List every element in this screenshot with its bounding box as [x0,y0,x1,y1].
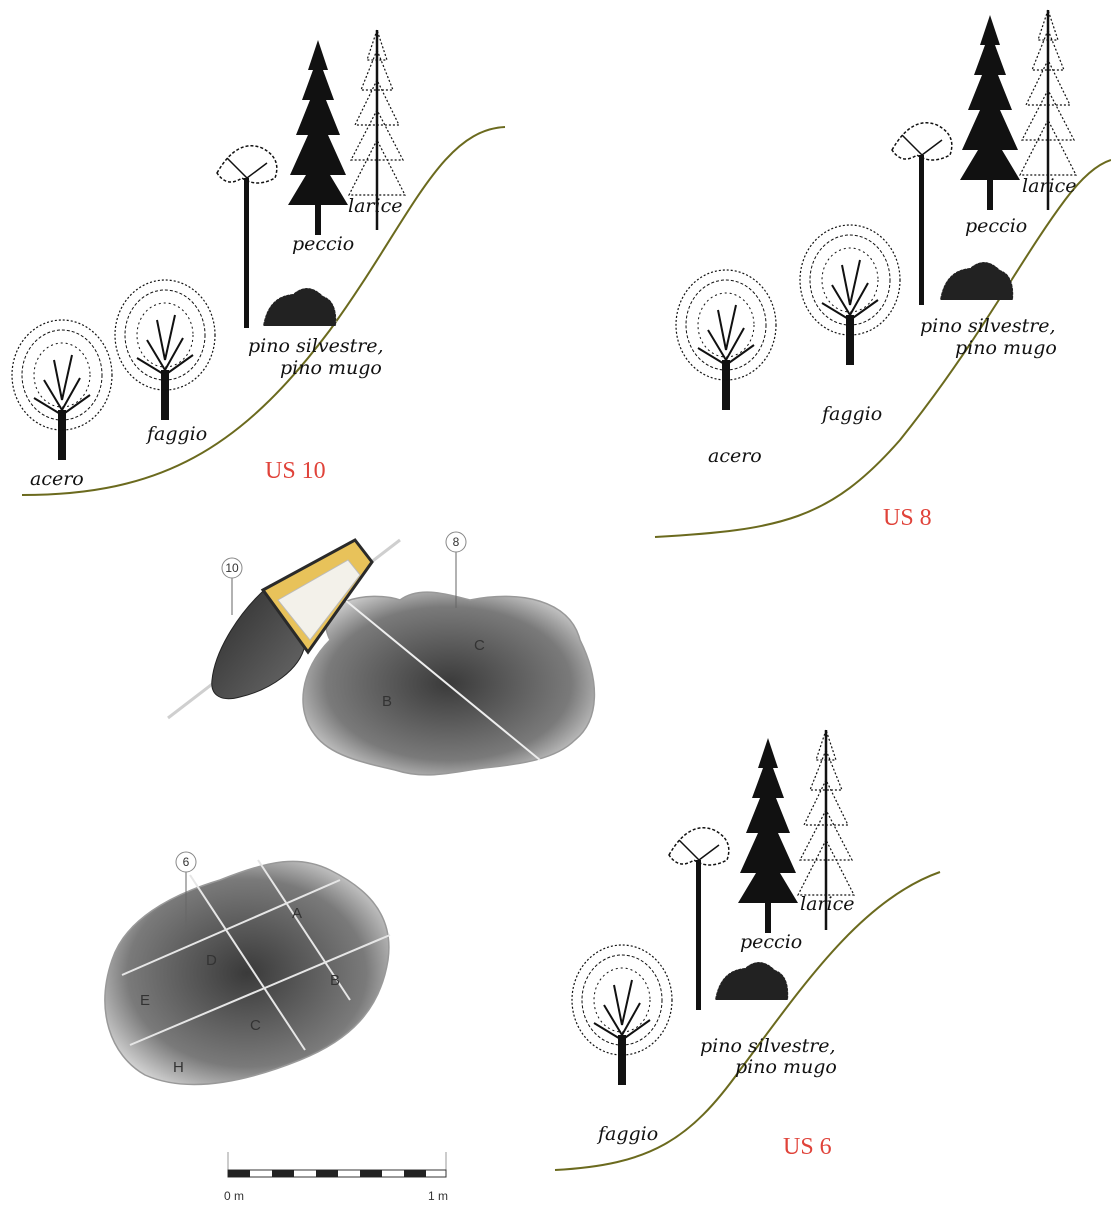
tree-pino-silvestre-icon [668,827,730,1011]
tag-6: 6 [183,855,190,869]
label-larice: larice [1022,175,1076,197]
tag-8: 8 [453,535,460,549]
tree-peccio-icon [288,40,348,235]
tag-10: 10 [225,561,239,575]
label-faggio: faggio [596,1123,658,1145]
sector-b: B [330,972,340,989]
label-pino-silvestre: pino silvestre, [920,315,1056,337]
label-peccio: peccio [740,931,802,953]
slope-line [21,126,506,496]
label-pino-silvestre: pino silvestre, [700,1035,836,1057]
tag-8-icon [445,531,467,553]
label-larice: larice [348,195,402,217]
us6-title: US 6 [783,1134,832,1160]
us10-title: US 10 [265,458,326,484]
label-peccio: peccio [292,233,354,255]
label-acero: acero [30,468,84,490]
sector-c: C [250,1017,261,1034]
sector-d: D [206,952,217,969]
shrub-pino-mugo-icon [262,287,337,327]
tree-faggio-icon [114,279,216,421]
sector-h: H [173,1059,184,1076]
sector-c: C [474,637,485,654]
label-pino-mugo: pino mugo [280,357,382,379]
label-pino-mugo: pino mugo [955,337,1057,359]
tree-faggio-icon [799,224,901,366]
label-pino-silvestre: pino silvestre, [248,335,384,357]
tag-10-icon [221,557,243,579]
label-acero: acero [708,445,762,467]
scale-bar: 0 m 1 m [224,1152,448,1203]
scale-end: 1 m [428,1189,448,1203]
panel-us8: acero faggio pino silvestre, pino mugo p… [654,8,1111,538]
sector-e: E [140,992,150,1009]
tree-acero-icon [675,269,777,411]
label-peccio: peccio [965,215,1027,237]
shrub-pino-mugo-icon [939,261,1014,301]
us8-title: US 8 [883,505,932,531]
excavation-us10-us8: 10 8 B C [167,531,596,776]
tree-pino-silvestre-icon [216,145,278,329]
shrub-pino-mugo-icon [714,961,789,1001]
tree-faggio-icon [571,944,673,1086]
tree-peccio-icon [960,15,1020,210]
panel-us6: faggio pino silvestre, pino mugo peccio … [554,728,941,1171]
tree-peccio-icon [738,738,798,933]
feature-us6 [104,860,390,1086]
panel-us10: acero faggio pino silvestre, pino mugo p… [11,28,506,496]
slope-line [554,871,941,1171]
label-pino-mugo: pino mugo [735,1056,837,1078]
tag-6-icon [175,851,197,873]
label-faggio: faggio [820,403,882,425]
scale-start: 0 m [224,1189,244,1203]
sector-a: A [292,905,302,922]
tree-acero-icon [11,319,113,461]
tree-pino-silvestre-icon [891,122,953,306]
slope-line [654,159,1111,538]
excavation-us6: 6 A B C D E H [104,851,391,1086]
sector-b: B [382,693,392,710]
feature-us8 [302,591,596,776]
label-faggio: faggio [145,423,207,445]
label-larice: larice [800,893,854,915]
